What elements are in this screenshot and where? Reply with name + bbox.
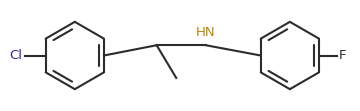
- Text: HN: HN: [196, 26, 216, 39]
- Text: Cl: Cl: [10, 49, 23, 62]
- Text: F: F: [339, 49, 346, 62]
